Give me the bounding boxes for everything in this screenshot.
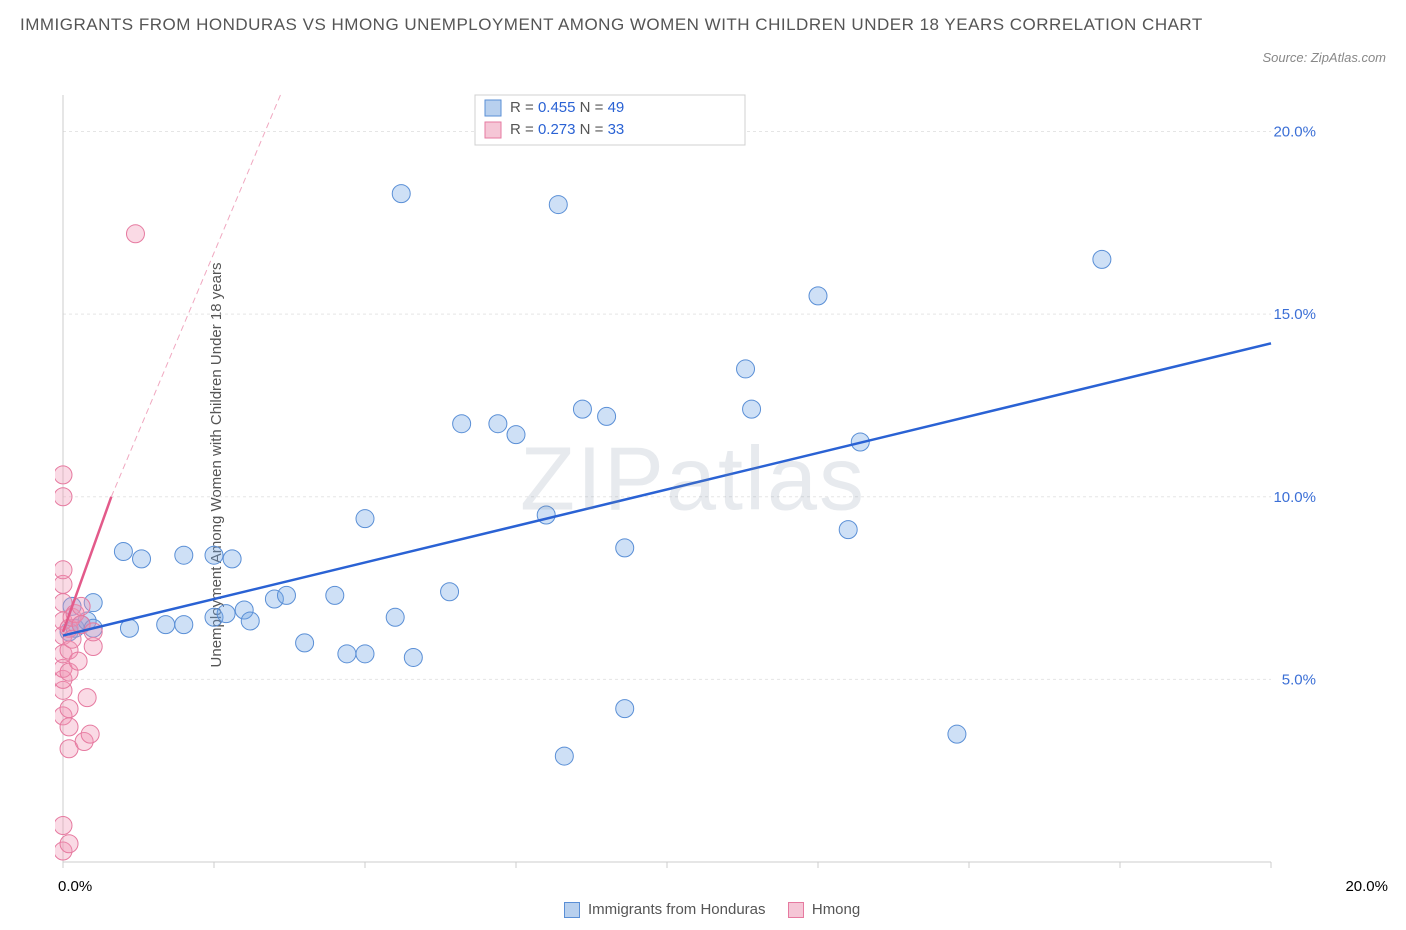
x-axis-max-label: 20.0% [1345, 878, 1388, 895]
legend-swatch-honduras [564, 902, 580, 918]
chart-container: IMMIGRANTS FROM HONDURAS VS HMONG UNEMPL… [0, 0, 1406, 930]
plot-area: 5.0% 10.0% 15.0% 20.0% R = 0.455 N = 49 R = 0… [55, 90, 1331, 870]
legend-label-hmong: Hmong [812, 901, 860, 918]
source-attribution: Source: ZipAtlas.com [1262, 50, 1386, 65]
svg-text:R = 0.455 N = 49: R = 0.455 N = 49 [510, 99, 624, 116]
svg-text:15.0%: 15.0% [1273, 306, 1316, 323]
chart-title: IMMIGRANTS FROM HONDURAS VS HMONG UNEMPL… [20, 12, 1206, 38]
legend-label-honduras: Immigrants from Honduras [588, 901, 766, 918]
svg-text:20.0%: 20.0% [1273, 124, 1316, 141]
svg-text:10.0%: 10.0% [1273, 489, 1316, 506]
svg-text:5.0%: 5.0% [1282, 671, 1316, 688]
svg-text:R = 0.273 N = 33: R = 0.273 N = 33 [510, 121, 624, 138]
scatter-svg: 5.0% 10.0% 15.0% 20.0% R = 0.455 N = 49 R = 0… [55, 90, 1331, 870]
bottom-legend: Immigrants from Honduras Hmong [0, 901, 1406, 918]
x-axis-min-label: 0.0% [58, 878, 92, 895]
legend-swatch-hmong [788, 902, 804, 918]
